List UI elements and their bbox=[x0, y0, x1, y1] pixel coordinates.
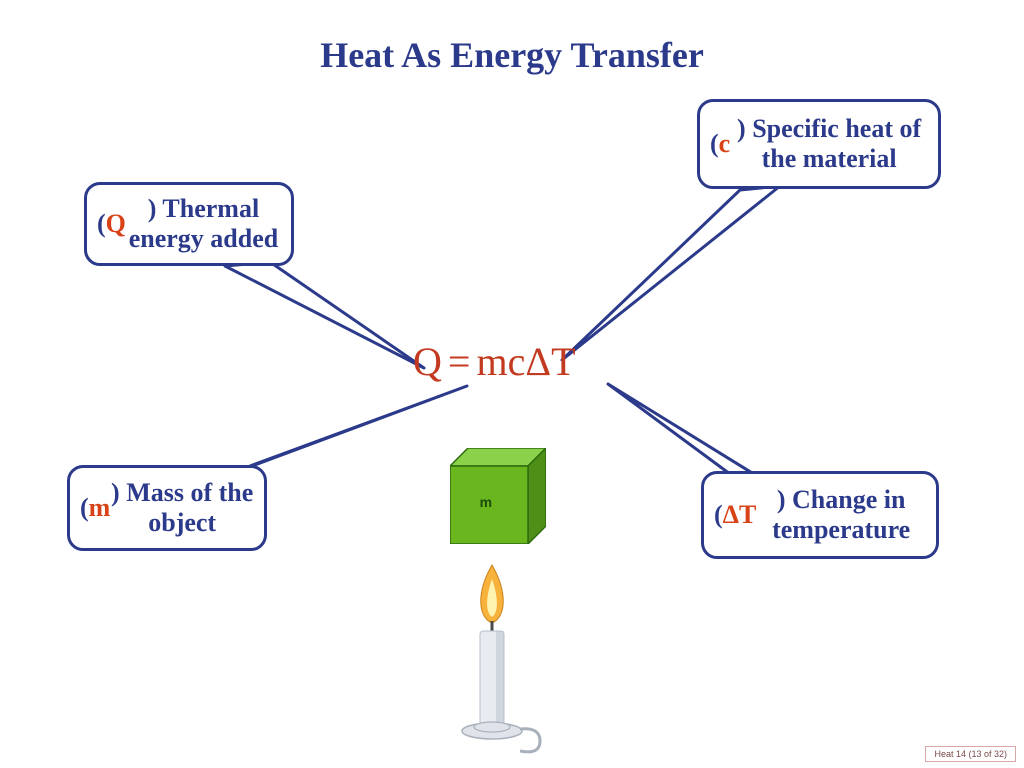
slide-title: Heat As Energy Transfer bbox=[0, 34, 1024, 76]
callout-dt-temp-change: (ΔT) Change in temperature bbox=[701, 471, 939, 559]
equation-formula: Q=mcΔT bbox=[413, 338, 576, 385]
mass-cube-icon: m bbox=[450, 448, 546, 549]
callout-m-mass: (m) Mass of the object bbox=[67, 465, 267, 551]
slide-canvas: Heat As Energy Transfer Q=mcΔT (Q) Therm… bbox=[0, 0, 1024, 768]
slide-footer-pagenum: Heat 14 (13 of 32) bbox=[925, 746, 1016, 762]
callout-q-thermal-energy: (Q) Thermal energy added bbox=[84, 182, 294, 266]
callout-c-specific-heat: (c) Specific heat of the material bbox=[697, 99, 941, 189]
